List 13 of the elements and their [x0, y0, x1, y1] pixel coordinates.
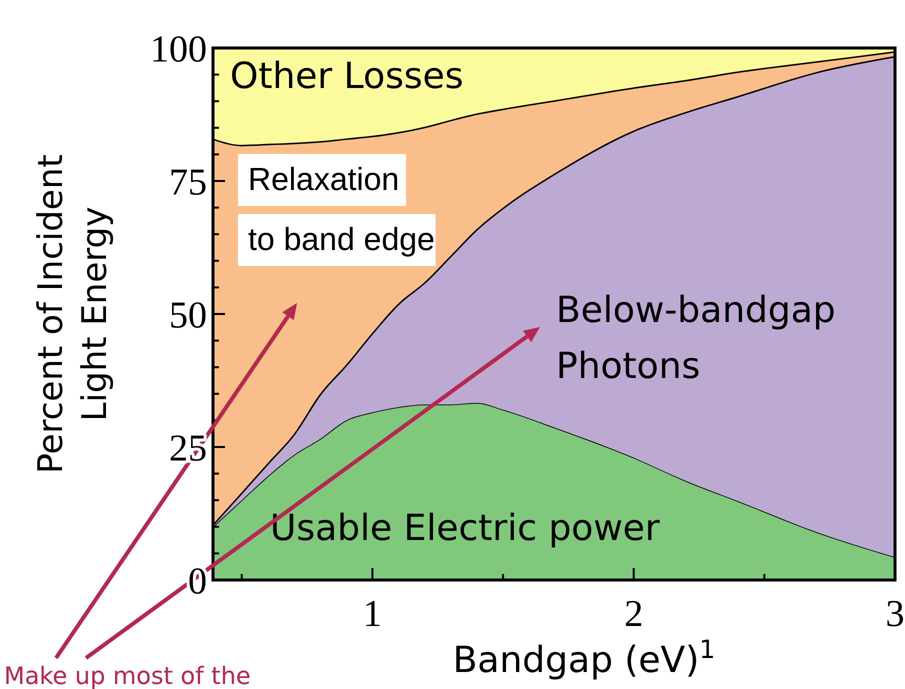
x-tick-label: 3 [886, 593, 904, 635]
series-label: Other Losses [230, 56, 464, 97]
series-label: Relaxation to band edge [248, 161, 435, 257]
y-tick-label: 50 [169, 294, 207, 336]
y-axis-title: Percent of Incident Light Energy [31, 154, 115, 474]
y-tick-label: 100 [150, 28, 207, 70]
x-tick-label: 2 [624, 593, 644, 635]
text: Make up most of the [4, 662, 251, 689]
series-label: Below-bandgap Photons [556, 290, 836, 387]
x-tick-label: 1 [362, 593, 382, 635]
series-label: Usable Electric power [270, 508, 660, 549]
y-tick-label: 75 [169, 161, 207, 204]
x-axis-title: Bandgap (eV)$^{1}$ [452, 634, 716, 681]
